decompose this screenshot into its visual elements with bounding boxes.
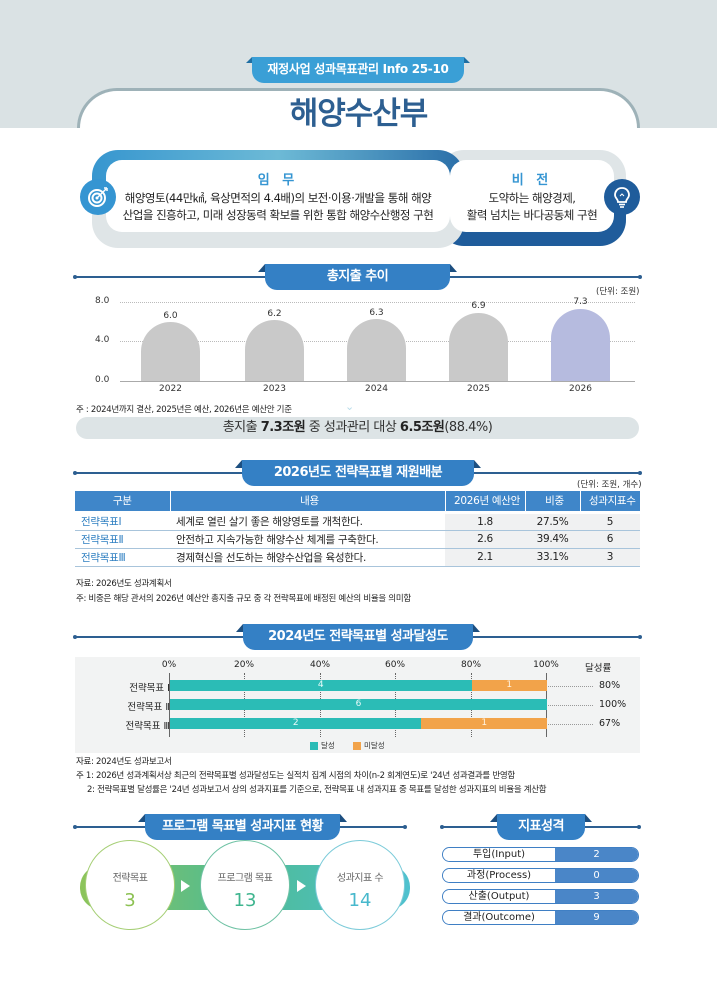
table-header: 구분 내용 2026년 예산안 비중 성과지표수 — [75, 491, 640, 514]
indicator-row-outcome: 결과(Outcome) 9 — [442, 910, 639, 925]
spending-chart: 8.0 4.0 0.0 6.0 2022 6.2 2023 6.3 2024 6… — [75, 296, 640, 396]
bar-value: 7.3 — [573, 297, 588, 307]
indicator-row-process: 과정(Process) 0 — [442, 868, 639, 883]
y-tick: 4.0 — [95, 335, 110, 345]
mission-box: 임 무 해양영토(44만㎢, 육상면적의 4.4배)의 보전·이용·개발을 통해… — [106, 160, 450, 232]
legend-achieved: 달성 — [310, 740, 335, 751]
series-label: 재정사업 성과목표관리 Info 25-10 — [246, 57, 470, 83]
mission-heading: 임 무 — [257, 173, 299, 188]
program-title: 프로그램 목표별 성과지표 현황 — [138, 814, 347, 840]
x-label: 2022 — [159, 384, 182, 394]
bar-value: 6.0 — [163, 311, 178, 321]
spending-unit: (단위: 조원) — [596, 287, 640, 297]
allocation-title: 2026년도 전략목표별 재원배분 — [235, 460, 481, 486]
legend-swatch — [353, 741, 361, 750]
performance-bar-1: 4 1 — [170, 680, 547, 691]
x-label: 2026 — [569, 384, 592, 394]
allocation-unit: (단위: 조원, 개수) — [577, 480, 642, 490]
spending-section-header: 총지출 추이 — [73, 264, 642, 290]
mission-line-1: 해양영토(44만㎢, 육상면적의 4.4배)의 보전·이용·개발을 통해 해양 — [124, 191, 432, 205]
bar-2024 — [347, 319, 406, 381]
indicator-types-title: 지표성격 — [490, 814, 592, 840]
performance-bar-2: 6 — [170, 699, 547, 710]
program-flow: 전략목표 3 프로그램 목표 13 성과지표 수 14 — [75, 840, 415, 940]
indicator-row-output: 산출(Output) 3 — [442, 889, 639, 904]
y-tick: 0.0 — [95, 375, 110, 385]
allocation-note: 주: 비중은 해당 관서의 2026년 예산안 총지출 규모 중 각 전략목표에… — [76, 594, 411, 604]
vision-box: 비 전 도약하는 해양경제, 활력 넘치는 바다공동체 구현 — [450, 160, 614, 232]
x-label: 2024 — [365, 384, 388, 394]
table-row: 전략목표Ⅱ 안전하고 지속가능한 해양수산 체계를 구축한다. 2.6 39.4… — [75, 530, 640, 549]
x-label: 2025 — [467, 384, 490, 394]
bar-2022 — [141, 322, 200, 381]
table-row: 전략목표Ⅲ 경제혁신을 선도하는 해양수산업을 육성한다. 2.1 33.1% … — [75, 548, 640, 567]
program-section-header: 프로그램 목표별 성과지표 현황 — [73, 814, 407, 840]
spending-summary: 총지출 7.3조원 중 성과관리 대상 6.5조원(88.4%) — [76, 417, 639, 439]
allocation-table: 구분 내용 2026년 예산안 비중 성과지표수 전략목표Ⅰ 세계로 열린 살기… — [75, 491, 640, 567]
bar-2025 — [449, 313, 508, 381]
vision-heading: 비 전 — [511, 173, 553, 188]
bar-value: 6.2 — [267, 309, 282, 319]
legend-missed: 미달성 — [353, 740, 385, 751]
rate-header: 달성률 — [585, 663, 612, 674]
performance-chart: 0% 20% 40% 60% 80% 100% 달성률 전략목표 Ⅰ 4 1 8… — [75, 657, 640, 753]
lightbulb-icon — [604, 179, 640, 215]
indicator-count-circle: 성과지표 수 14 — [315, 840, 405, 930]
bar-2026 — [551, 309, 610, 381]
bar-value: 6.9 — [471, 301, 486, 311]
performance-source: 자료: 2024년도 성과보고서 — [76, 757, 172, 767]
performance-title: 2024년도 전략목표별 성과달성도 — [236, 624, 480, 650]
strategic-goal-circle: 전략목표 3 — [85, 840, 175, 930]
performance-note-1: 주 1: 2026년 성과계획서상 최근의 전략목표별 성과달성도는 실적치 집… — [76, 771, 515, 781]
mission-vision-panel: 임 무 해양영토(44만㎢, 육상면적의 4.4배)의 보전·이용·개발을 통해… — [80, 150, 640, 250]
legend-swatch — [310, 741, 318, 750]
allocation-section-header: 2026년도 전략목표별 재원배분 — [73, 460, 642, 486]
bar-value: 6.3 — [369, 308, 384, 318]
y-tick: 8.0 — [95, 296, 110, 306]
spending-note: 주 : 2024년까지 결산, 2025년은 예산, 2026년은 예산안 기준 — [76, 405, 292, 415]
target-icon — [80, 179, 116, 215]
x-label: 2023 — [263, 384, 286, 394]
vision-line-2: 활력 넘치는 바다공동체 구현 — [466, 208, 598, 222]
arrow-right-icon — [181, 880, 190, 892]
indicator-row-input: 투입(Input) 2 — [442, 847, 639, 862]
arrow-right-icon — [297, 880, 306, 892]
allocation-source: 자료: 2026년도 성과계획서 — [76, 579, 172, 589]
vision-line-1: 도약하는 해양경제, — [488, 191, 576, 205]
mission-line-2: 산업을 진흥하고, 미래 성장동력 확보를 위한 통합 해양수산행정 구현 — [122, 208, 434, 222]
performance-note-2: 2: 전략목표별 달성률은 '24년 성과보고서 상의 성과지표를 기준으로, … — [87, 785, 547, 795]
bar-2023 — [245, 320, 304, 381]
program-goal-circle: 프로그램 목표 13 — [200, 840, 290, 930]
indicator-types-section-header: 지표성격 — [440, 814, 641, 840]
page-title: 해양수산부 — [289, 96, 429, 132]
spending-title: 총지출 추이 — [258, 264, 457, 290]
performance-bar-3: 2 1 — [170, 718, 547, 729]
performance-section-header: 2024년도 전략목표별 성과달성도 — [73, 624, 642, 650]
chevron-down-icon: ⌄ — [345, 400, 355, 413]
table-row: 전략목표Ⅰ 세계로 열린 살기 좋은 해양영토를 개척한다. 1.8 27.5%… — [75, 512, 640, 531]
